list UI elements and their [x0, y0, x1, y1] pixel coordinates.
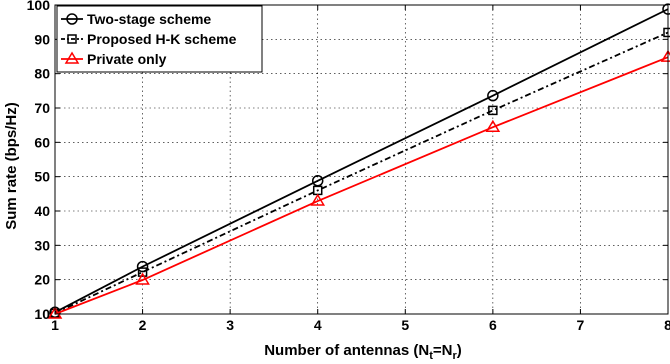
x-axis-label-close: ) — [457, 342, 462, 359]
data-point — [47, 306, 63, 319]
grid-lines — [55, 5, 668, 314]
x-axis-label-sub-t: t — [429, 350, 433, 362]
x-tick-label: 6 — [489, 317, 497, 333]
y-tick-label: 90 — [34, 31, 50, 47]
legend: Two-stage scheme Proposed H-K scheme Priva… — [56, 5, 263, 73]
data-point — [137, 267, 148, 277]
data-point — [310, 193, 326, 206]
plot-frame — [54, 4, 669, 315]
data-point — [660, 49, 670, 62]
y-axis-label: Sum rate (bps/Hz) — [3, 102, 20, 230]
x-tick-label: 1 — [51, 317, 59, 333]
x-axis-label-sub-r: r — [453, 350, 458, 362]
series-line — [54, 56, 669, 315]
legend-label: Private only — [87, 51, 167, 67]
y-tick-label: 30 — [34, 237, 50, 253]
data-point — [136, 260, 149, 273]
x-tick-label: 8 — [664, 317, 670, 333]
legend-label: Two-stage scheme — [87, 11, 211, 27]
y-tick-label: 100 — [27, 0, 51, 13]
legend-label: Proposed H-K scheme — [87, 31, 237, 47]
series-line — [54, 31, 669, 315]
x-tick-label: 7 — [577, 317, 585, 333]
x-axis-label: Number of antennas (Nt=Nr) — [264, 342, 462, 362]
x-tick-label: 5 — [401, 317, 409, 333]
axis-ticks: 1 2 3 4 5 6 7 8 10 20 30 40 50 60 70 80 90 100 — [27, 0, 670, 333]
series-3 — [47, 49, 670, 319]
x-axis-label-main: Number of antennas (N — [264, 342, 429, 359]
legend-item: Proposed H-K scheme — [61, 31, 237, 47]
legend-marker — [64, 51, 80, 64]
x-axis-label-eq: =N — [433, 342, 453, 359]
data-point — [487, 89, 499, 102]
x-tick-label: 4 — [314, 317, 322, 333]
legend-box — [56, 5, 263, 73]
data-point — [485, 119, 501, 132]
y-tick-label: 10 — [34, 306, 50, 322]
y-tick-label: 20 — [34, 272, 50, 288]
x-tick-label: 2 — [139, 317, 147, 333]
series-line — [54, 8, 669, 314]
data-point — [135, 272, 150, 285]
y-tick-label: 40 — [34, 203, 50, 219]
x-tick-label: 3 — [226, 317, 234, 333]
y-tick-label: 80 — [34, 66, 50, 82]
legend-marker — [67, 34, 77, 44]
data-point — [488, 105, 498, 116]
y-tick-label: 50 — [34, 169, 50, 185]
y-tick-label: 70 — [34, 100, 50, 116]
y-tick-label: 60 — [34, 134, 50, 150]
legend-marker — [66, 13, 78, 25]
legend-item: Two-stage scheme — [61, 11, 211, 27]
legend-item: Private only — [61, 51, 167, 67]
